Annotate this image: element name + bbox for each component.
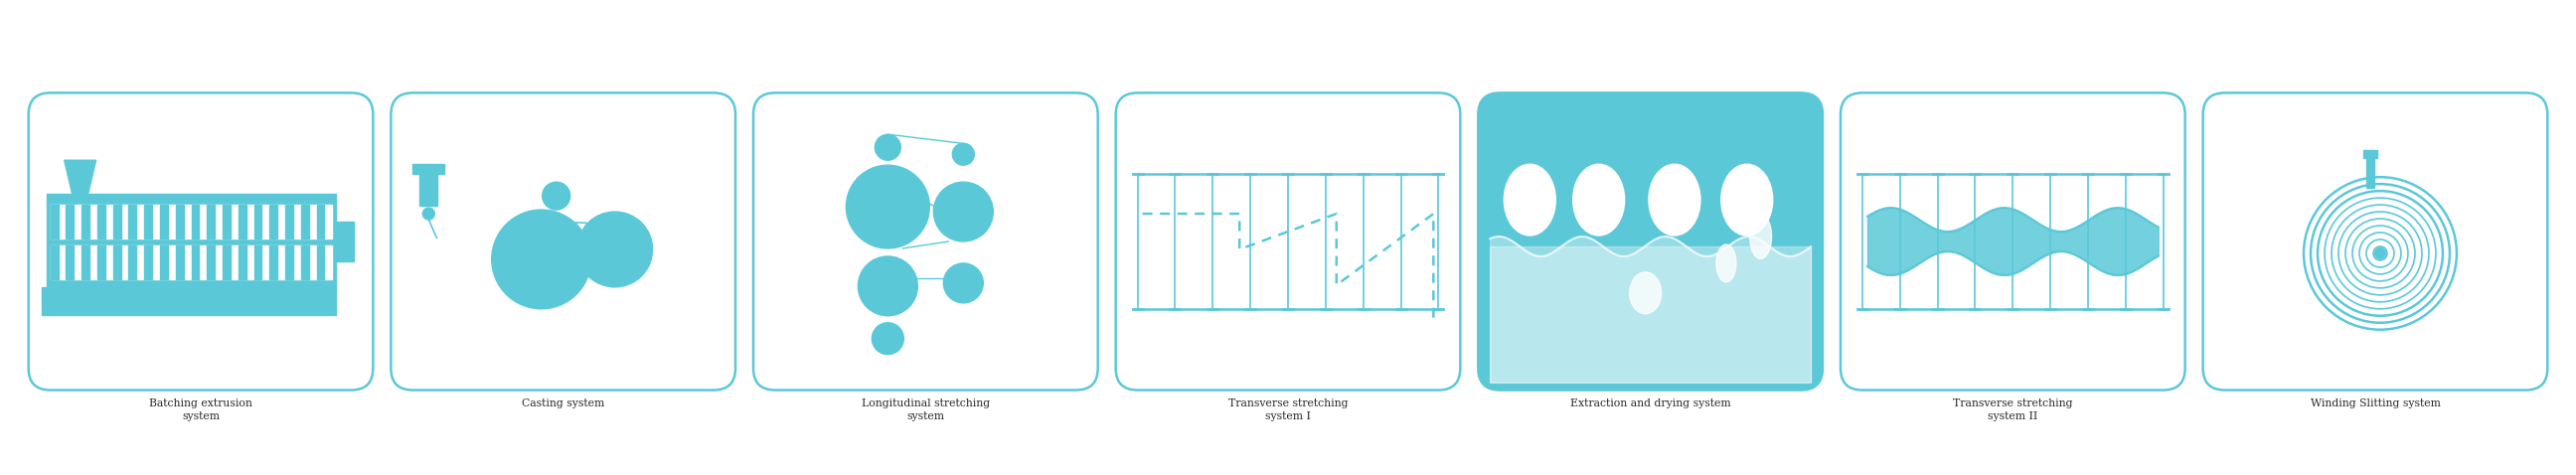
Ellipse shape [1721,164,1772,236]
Bar [67,246,75,279]
Bar [301,205,309,238]
Circle shape [544,182,569,210]
Bar [222,246,229,279]
Bar [286,205,294,238]
Text: Casting system: Casting system [523,398,605,408]
Text: Batching extrusion
system: Batching extrusion system [149,398,252,421]
Bar [337,222,353,261]
Bar [206,246,214,279]
Bar [222,205,229,238]
Bar [160,205,167,238]
Bar [301,246,309,279]
Ellipse shape [1631,272,1662,314]
Bar [270,246,278,279]
Bar [191,246,198,279]
Bar [191,205,198,238]
Circle shape [858,256,917,316]
Bar [160,246,167,279]
Ellipse shape [1649,164,1700,236]
Text: Extraction and drying system: Extraction and drying system [1571,398,1731,408]
Circle shape [845,165,930,248]
Bar [240,246,247,279]
Bar [317,246,325,279]
FancyBboxPatch shape [1479,93,1824,390]
Bar [129,246,137,279]
Bar [67,205,75,238]
Bar [2362,150,2378,158]
Bar [98,205,106,238]
Bar [317,205,325,238]
Text: Transverse stretching
system II: Transverse stretching system II [1953,398,2074,421]
Bar [52,205,332,238]
Bar [82,205,90,238]
Bar [255,205,263,238]
Text: Winding Slitting system: Winding Slitting system [2311,398,2439,408]
Bar [41,287,337,315]
Bar [144,246,152,279]
Text: Transverse stretching
system I: Transverse stretching system I [1229,398,1347,421]
Circle shape [2375,248,2385,259]
Circle shape [492,210,590,309]
Bar [420,172,438,206]
Circle shape [933,182,994,241]
Bar [129,205,137,238]
Bar [98,246,106,279]
Text: Longitudinal stretching
system: Longitudinal stretching system [860,398,989,421]
Ellipse shape [1716,245,1736,282]
Circle shape [876,134,902,160]
Bar [412,164,446,174]
Polygon shape [64,160,95,194]
Bar [46,194,337,289]
Bar [206,205,214,238]
Circle shape [871,323,904,354]
Bar [175,205,183,238]
Circle shape [943,263,984,303]
Bar [255,246,263,279]
Bar [82,246,90,279]
Bar [240,205,247,238]
Bar [270,205,278,238]
Ellipse shape [1504,164,1556,236]
Ellipse shape [1574,164,1625,236]
Circle shape [422,208,435,219]
Circle shape [953,143,974,165]
Bar [2367,156,2375,188]
Bar [113,205,121,238]
Bar [113,246,121,279]
Bar [52,205,59,238]
Bar [52,246,59,279]
Bar [144,205,152,238]
Circle shape [577,212,652,287]
Ellipse shape [1749,214,1772,259]
Bar [1489,247,1811,382]
Bar [175,246,183,279]
Bar [52,246,332,279]
Bar [286,246,294,279]
